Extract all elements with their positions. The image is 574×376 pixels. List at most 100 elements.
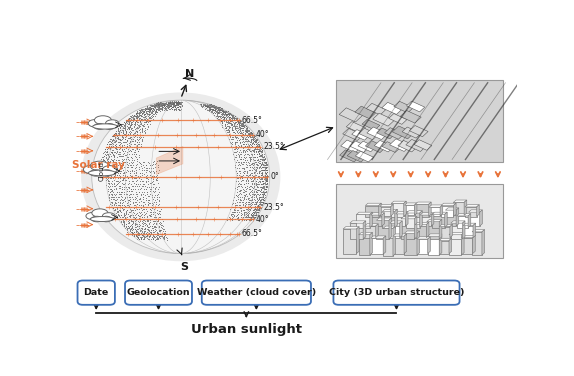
Bar [382,212,395,227]
Polygon shape [370,212,373,227]
Text: 66.5°: 66.5° [242,229,263,238]
Polygon shape [463,223,476,226]
Polygon shape [464,200,467,215]
Bar [347,150,367,162]
Bar [371,238,383,254]
Bar [439,241,449,253]
Bar [390,139,410,152]
Bar [389,114,407,124]
Ellipse shape [90,217,114,221]
Polygon shape [379,205,393,207]
Polygon shape [456,208,459,226]
Ellipse shape [86,212,99,220]
Bar [364,226,375,238]
Polygon shape [350,221,366,223]
Polygon shape [462,221,465,239]
Polygon shape [364,224,378,226]
Text: Weather (cloud cover): Weather (cloud cover) [197,288,316,297]
Polygon shape [440,205,443,216]
Polygon shape [389,218,391,239]
Polygon shape [441,203,456,206]
Bar [374,140,394,152]
Bar [359,128,378,140]
Bar [343,229,356,253]
Bar [449,235,461,255]
Polygon shape [377,218,391,220]
Ellipse shape [92,124,118,129]
Text: Geolocation: Geolocation [127,288,191,297]
Polygon shape [156,147,183,174]
Bar [406,101,425,112]
Polygon shape [370,232,373,255]
Polygon shape [426,222,429,238]
Polygon shape [453,200,467,202]
Ellipse shape [88,120,102,127]
Text: 23.5°: 23.5° [263,203,284,212]
Bar [439,227,450,238]
Ellipse shape [88,170,116,176]
Bar [394,101,413,113]
Polygon shape [375,224,378,238]
Polygon shape [379,203,381,217]
Bar [398,140,417,152]
Ellipse shape [101,216,111,222]
Text: 0°: 0° [270,172,279,181]
Polygon shape [401,217,417,219]
Bar [352,130,370,140]
Bar [451,223,462,239]
Bar [409,126,428,137]
Polygon shape [432,212,447,214]
Bar [366,206,379,217]
Bar [362,120,380,130]
Polygon shape [366,203,381,206]
Polygon shape [406,211,422,213]
Bar [393,236,404,253]
Bar [339,108,363,122]
Polygon shape [439,224,452,227]
Polygon shape [382,209,397,212]
Bar [402,127,421,138]
Polygon shape [461,232,464,255]
Bar [415,205,429,217]
Bar [445,210,456,226]
Polygon shape [391,201,406,203]
Polygon shape [456,214,471,216]
Text: 40°: 40° [256,130,270,139]
Ellipse shape [101,170,113,176]
Polygon shape [472,235,475,253]
Bar [356,214,370,227]
Polygon shape [444,212,447,227]
Bar [472,232,482,255]
Bar [359,235,370,255]
Bar [415,224,426,238]
Text: Solar ray: Solar ray [72,160,125,170]
Polygon shape [468,210,482,212]
Text: 40°: 40° [256,215,270,224]
Bar [441,206,453,217]
Polygon shape [383,236,386,254]
Bar [383,228,393,256]
Ellipse shape [102,213,115,219]
Bar [367,127,388,139]
Bar [358,141,376,152]
Bar [395,214,405,226]
Polygon shape [359,232,373,235]
Ellipse shape [103,166,117,173]
Polygon shape [415,222,429,224]
Bar [400,111,421,123]
Polygon shape [404,234,407,253]
Bar [371,215,382,226]
Ellipse shape [81,92,280,261]
Polygon shape [426,220,442,222]
Bar [468,212,480,226]
Text: 23.5°: 23.5° [263,142,284,151]
Polygon shape [449,232,464,235]
Bar [385,128,404,139]
Polygon shape [393,234,407,236]
Ellipse shape [106,120,119,127]
Ellipse shape [92,209,108,217]
Text: City (3D urban structure): City (3D urban structure) [329,288,464,297]
Polygon shape [420,211,422,227]
Polygon shape [472,229,484,232]
Bar [346,121,366,133]
